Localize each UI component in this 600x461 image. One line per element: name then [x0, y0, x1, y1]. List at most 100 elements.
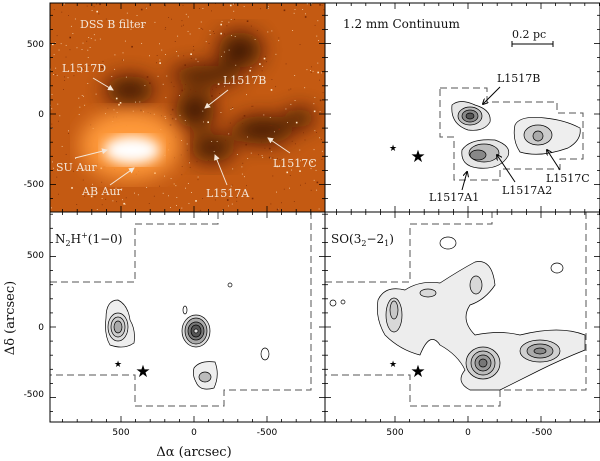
star-point	[316, 35, 318, 37]
star-point	[320, 139, 322, 140]
star-point	[57, 103, 59, 105]
label-su-aur: SU Aur	[56, 161, 97, 174]
star-point	[295, 121, 298, 124]
star-point	[208, 160, 210, 161]
star-point	[188, 161, 190, 163]
star-point	[175, 185, 177, 187]
star-point	[306, 3, 308, 5]
star-point	[101, 204, 103, 206]
y-axis-label: Δδ (arcsec)	[3, 281, 18, 355]
star-point	[180, 154, 182, 156]
star-point	[82, 179, 84, 181]
y-tick-label: -500	[24, 180, 45, 190]
star-point	[235, 64, 237, 66]
arrow-l1517a	[214, 154, 228, 186]
observed-region-outline	[439, 87, 584, 181]
star-point	[174, 41, 176, 42]
star-point	[53, 54, 55, 56]
star-point	[168, 195, 169, 197]
star-point	[51, 108, 53, 110]
observed-region-outline	[325, 212, 493, 283]
star-point	[265, 55, 267, 57]
star-point	[197, 61, 199, 63]
star-point	[109, 85, 110, 87]
star-point	[148, 82, 151, 85]
star-point	[323, 9, 325, 11]
star-point	[105, 18, 107, 20]
star-point	[205, 41, 207, 43]
star-point	[74, 18, 76, 20]
star-point	[68, 133, 69, 134]
star-point	[190, 57, 192, 59]
star-point	[176, 196, 178, 198]
star-point	[277, 158, 278, 160]
star-point	[234, 3, 235, 5]
star-point	[195, 58, 197, 60]
arrow-su-aur	[74, 148, 108, 159]
y-tick-labels: 500 0 -500 500 0 -500	[24, 40, 45, 400]
dss-image-panel: DSS B filter L1517D L1517B L1517C L1517A…	[50, 3, 325, 212]
star-point	[119, 23, 122, 26]
star-point	[159, 43, 160, 45]
star-point	[75, 158, 76, 160]
star-point	[251, 105, 253, 107]
star-point	[184, 84, 186, 85]
star-point	[226, 199, 229, 201]
star-point	[181, 25, 183, 27]
star-point	[73, 75, 75, 77]
star-point	[86, 5, 88, 7]
star-point	[56, 176, 58, 178]
star-point	[119, 102, 122, 104]
star-point	[317, 20, 319, 22]
star-point	[283, 9, 286, 12]
star-point	[88, 37, 90, 38]
star-point	[92, 183, 93, 185]
star-point	[299, 44, 301, 46]
star-point	[294, 74, 296, 76]
star-point	[223, 80, 225, 82]
star-point	[93, 6, 95, 8]
star-point	[268, 6, 269, 8]
star-point	[101, 198, 103, 199]
star-point	[59, 115, 61, 117]
so-contours	[329, 236, 586, 391]
star-point	[165, 97, 167, 99]
observed-region-outline	[50, 212, 219, 283]
star-point	[181, 20, 183, 22]
star-point	[319, 4, 321, 6]
star-point	[207, 121, 209, 124]
star-point	[314, 24, 316, 26]
star-point	[81, 49, 83, 50]
star-point	[166, 75, 168, 77]
star-point	[53, 74, 54, 75]
star-point	[51, 123, 53, 125]
star-point	[209, 33, 211, 35]
y-tick-label: 0	[38, 110, 44, 120]
star-point	[211, 10, 212, 12]
star-point	[186, 123, 187, 125]
label-ab-aur: AB Aur	[81, 185, 123, 198]
x-tick-label: -500	[257, 428, 278, 438]
star-point	[80, 71, 82, 73]
x-tick-label: 500	[386, 428, 403, 438]
star-point	[256, 30, 258, 31]
star-point	[68, 130, 70, 132]
star-point	[275, 86, 277, 88]
star-point	[272, 175, 274, 177]
star-point	[203, 121, 204, 123]
star-point	[146, 76, 149, 78]
panel-frames	[49, 2, 600, 423]
star-point	[231, 35, 232, 37]
star-point	[190, 53, 192, 55]
star-point	[228, 21, 230, 23]
star-point	[55, 67, 57, 69]
star-point	[161, 49, 163, 51]
star-point	[95, 93, 97, 95]
x-tick-label: -500	[532, 428, 553, 438]
star-point	[242, 117, 244, 119]
star-point	[107, 107, 109, 109]
star-point	[64, 80, 66, 81]
star-point	[121, 188, 123, 190]
star-point	[170, 114, 172, 116]
